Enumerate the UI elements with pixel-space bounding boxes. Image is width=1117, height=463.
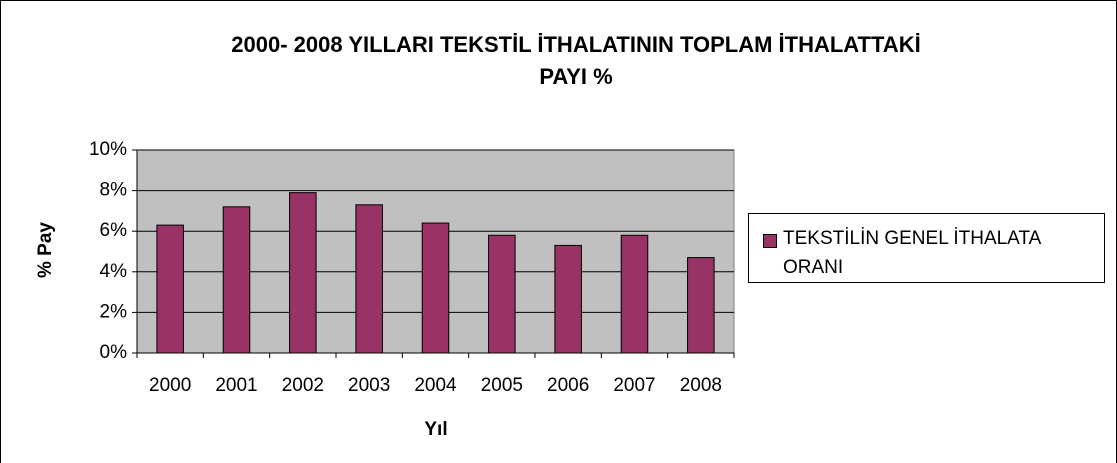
bar [620,234,649,354]
y-tick-label: 10% [89,139,127,160]
x-axis-label: Yıl [424,419,447,440]
y-tick-label: 8% [100,180,128,201]
y-tick-label: 2% [100,301,128,322]
x-tick-label: 2000 [149,375,191,396]
chart-title: PAYI % [539,64,612,89]
y-axis-label: % Pay [35,222,56,278]
bar [421,222,450,354]
bar [156,224,184,354]
legend: TEKSTİLİN GENEL İTHALATA ORANI [748,213,1105,283]
x-tick-label: 2008 [680,375,722,396]
y-tick-label: 6% [100,220,128,241]
bar [289,192,317,354]
x-tick-label: 2002 [282,375,324,396]
bar [222,206,251,354]
legend-key [763,234,777,248]
x-tick-label: 2006 [547,375,589,396]
chart-title: 2000- 2008 YILLARI TEKSTİL İTHALATININ T… [231,32,920,57]
bar [488,234,516,354]
y-tick-label: 0% [100,342,128,363]
x-tick-label: 2004 [414,375,457,396]
bar [687,257,715,354]
legend-label: TEKSTİLİN GENEL İTHALATA ORANI [783,228,1041,278]
x-tick-label: 2001 [215,375,257,396]
x-tick-label: 2007 [613,375,655,396]
y-tick-label: 4% [100,261,128,282]
bar [355,204,383,354]
bar [554,244,582,354]
x-tick-label: 2003 [348,375,390,396]
x-tick-label: 2005 [481,375,523,396]
